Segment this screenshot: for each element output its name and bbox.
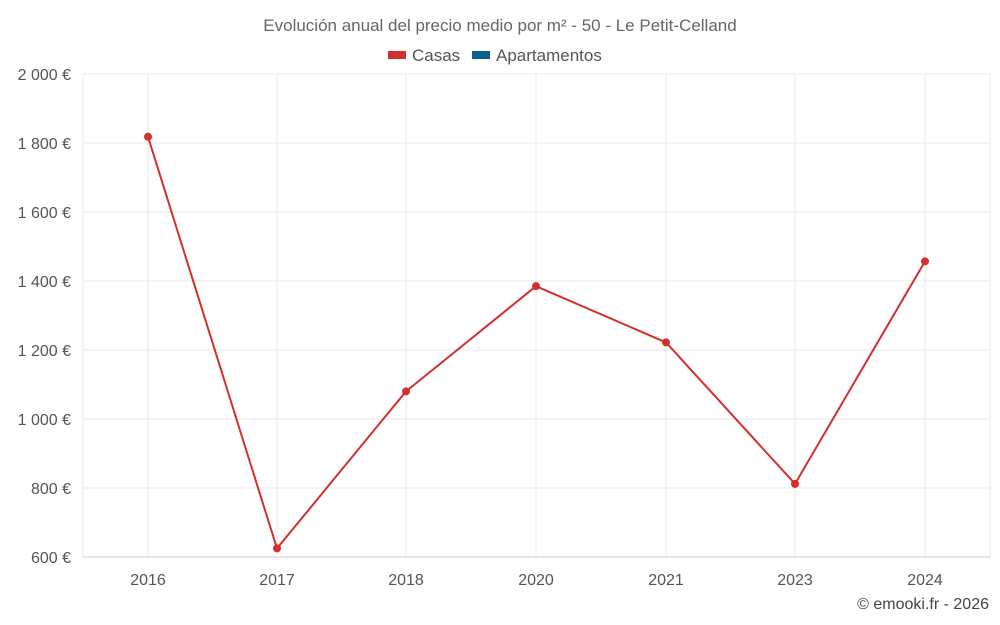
data-point-2020 [532, 282, 540, 291]
y-tick-label: 1 800 € [18, 136, 71, 153]
y-tick-label: 1 200 € [18, 343, 71, 360]
data-point-2016 [144, 132, 152, 141]
series-layer [144, 132, 929, 553]
data-point-2017 [273, 544, 281, 553]
chart-title: Evolución anual del precio medio por m² … [263, 16, 736, 35]
y-tick-label: 600 € [31, 550, 71, 567]
data-point-2021 [662, 338, 670, 347]
x-tick-label: 2017 [259, 572, 295, 589]
data-point-2023 [791, 479, 799, 488]
legend-item-apartamentos: Apartamentos [472, 46, 602, 65]
data-point-2018 [402, 387, 410, 396]
legend-swatch [388, 51, 406, 59]
y-tick-label: 800 € [31, 481, 71, 498]
x-tick-label: 2018 [388, 572, 424, 589]
x-tick-label: 2023 [777, 572, 813, 589]
x-tick-label: 2016 [130, 572, 166, 589]
x-tick-label: 2024 [907, 572, 943, 589]
credit-text: © emooki.fr - 2026 [857, 596, 989, 613]
y-tick-label: 1 000 € [18, 412, 71, 429]
legend-label: Casas [412, 46, 460, 65]
x-tick-label: 2020 [518, 572, 554, 589]
legend-item-casas: Casas [388, 46, 460, 65]
y-tick-label: 2 000 € [18, 67, 71, 84]
x-axis-ticks: 2016 2017 2018 2020 2021 2023 2024 [130, 572, 943, 589]
y-tick-label: 1 400 € [18, 274, 71, 291]
legend-swatch [472, 51, 490, 59]
x-tick-label: 2021 [648, 572, 684, 589]
y-tick-label: 1 600 € [18, 205, 71, 222]
y-axis-ticks: 600 € 800 € 1 000 € 1 200 € 1 400 € 1 600 € 1 … [18, 67, 71, 567]
legend-label: Apartamentos [496, 46, 602, 65]
x-gridlines [82, 74, 991, 557]
data-point-2024 [921, 257, 929, 266]
legend: Casas Apartamentos [388, 46, 602, 65]
